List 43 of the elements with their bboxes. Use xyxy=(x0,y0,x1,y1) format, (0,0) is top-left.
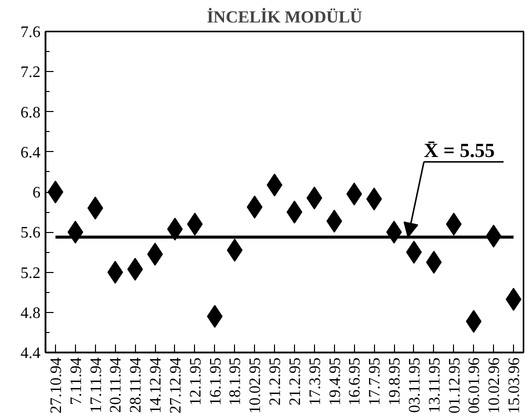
y-tick-label: 7.6 xyxy=(20,24,40,41)
x-tick-label: 01.12.95 xyxy=(446,358,464,414)
x-tick-label: 28.11.94 xyxy=(128,358,145,413)
point xyxy=(226,238,243,262)
y-tick-label: 5.6 xyxy=(20,224,40,242)
x-tick-label: 13.11.95 xyxy=(426,358,444,413)
x-tick-label: 19.8.95 xyxy=(386,358,404,406)
x-tick-label: 15.03.96 xyxy=(506,358,524,414)
x-tick-label: 19.4.95 xyxy=(326,358,344,406)
point xyxy=(346,182,362,206)
y-tick-label: 5.2 xyxy=(20,264,40,282)
x-tick-label: 12.1.95 xyxy=(187,358,204,406)
y-tick-label: 4.4 xyxy=(20,345,40,362)
x-tick-label: 18.1.95 xyxy=(227,358,244,406)
y-tick-label: 6.4 xyxy=(20,144,40,162)
y-tick-label: 4.8 xyxy=(20,304,40,322)
point xyxy=(466,310,482,333)
x-tick-label: 10.02.95 xyxy=(247,358,264,414)
x-tick-label: 10.02.96 xyxy=(486,358,504,414)
x-tick-label: 03.11.95 xyxy=(406,358,424,413)
x-tick-label: 20.11.94 xyxy=(108,358,125,413)
x-tick-label: 17.7.95 xyxy=(366,358,384,406)
x-tick-label: 17.11.94 xyxy=(88,358,105,413)
point xyxy=(326,210,342,233)
y-tick-label: 6.8 xyxy=(20,104,40,122)
y-tick-label: 6 xyxy=(32,184,40,202)
x-tick-label: 06.01.96 xyxy=(466,358,484,414)
x-tick-label: 27.12.94 xyxy=(167,358,184,414)
x-tick-label: 21.2.95 xyxy=(286,358,304,406)
point xyxy=(446,212,462,236)
x-tick-label: 16.1.95 xyxy=(207,358,224,406)
x-tick-label: 21.2.95 xyxy=(267,358,284,406)
ref-line-label: X̄ = 5.55 xyxy=(424,140,495,162)
x-tick-label: 27.10.94 xyxy=(48,358,65,414)
x-tick-label: 17.3.95 xyxy=(306,358,324,406)
x-tick-label: 14.12.94 xyxy=(148,358,165,414)
chart-title: İNCELİK MODÜLÜ xyxy=(206,8,362,26)
point xyxy=(87,196,104,220)
point xyxy=(107,260,124,284)
x-tick-label: 7.11.94 xyxy=(68,358,85,405)
y-tick-label: 7.2 xyxy=(20,64,40,82)
point xyxy=(206,304,223,328)
x-tick-label: 16.6.95 xyxy=(346,358,364,406)
